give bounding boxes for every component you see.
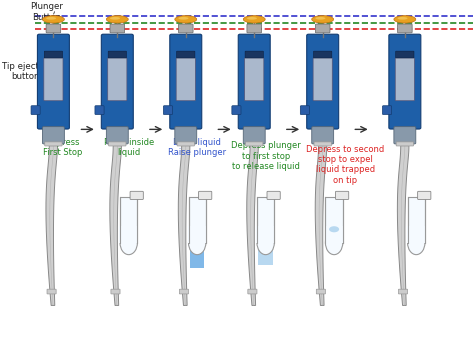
Ellipse shape <box>120 231 137 255</box>
FancyBboxPatch shape <box>95 106 104 115</box>
Text: Draw liquid
Raise plunger: Draw liquid Raise plunger <box>168 138 226 157</box>
FancyBboxPatch shape <box>238 34 270 129</box>
FancyBboxPatch shape <box>106 127 128 144</box>
FancyBboxPatch shape <box>245 51 264 58</box>
Ellipse shape <box>408 231 425 255</box>
Polygon shape <box>190 199 204 268</box>
Polygon shape <box>397 146 409 305</box>
FancyBboxPatch shape <box>188 226 207 243</box>
FancyBboxPatch shape <box>398 24 412 33</box>
Text: Plunger
Button: Plunger Button <box>30 2 63 22</box>
Text: Depress to second
stop to expel
liquid trapped
on tip: Depress to second stop to expel liquid t… <box>306 144 384 185</box>
FancyBboxPatch shape <box>199 191 212 200</box>
Ellipse shape <box>110 17 120 20</box>
FancyBboxPatch shape <box>119 226 138 243</box>
FancyBboxPatch shape <box>336 191 349 200</box>
FancyBboxPatch shape <box>31 106 40 115</box>
FancyBboxPatch shape <box>108 58 127 101</box>
FancyBboxPatch shape <box>130 191 143 200</box>
Text: Depress
First Stop: Depress First Stop <box>43 138 82 157</box>
FancyBboxPatch shape <box>418 191 431 200</box>
FancyBboxPatch shape <box>399 289 408 294</box>
Text: Depress plunger
to first stop
to release liquid: Depress plunger to first stop to release… <box>231 141 301 171</box>
FancyBboxPatch shape <box>46 24 61 33</box>
FancyBboxPatch shape <box>315 24 330 33</box>
FancyBboxPatch shape <box>325 226 344 243</box>
FancyBboxPatch shape <box>407 226 426 243</box>
FancyBboxPatch shape <box>44 51 63 58</box>
FancyBboxPatch shape <box>267 191 280 200</box>
Polygon shape <box>247 146 258 305</box>
Ellipse shape <box>189 231 206 255</box>
FancyBboxPatch shape <box>109 142 126 146</box>
Text: Place inside
liquid: Place inside liquid <box>104 138 154 157</box>
FancyBboxPatch shape <box>396 142 413 146</box>
Polygon shape <box>46 146 57 305</box>
FancyBboxPatch shape <box>389 34 421 129</box>
Ellipse shape <box>43 16 64 23</box>
FancyBboxPatch shape <box>108 51 127 58</box>
FancyBboxPatch shape <box>37 34 69 129</box>
FancyBboxPatch shape <box>383 106 392 115</box>
FancyBboxPatch shape <box>408 197 425 243</box>
Polygon shape <box>178 146 190 305</box>
FancyBboxPatch shape <box>189 197 206 243</box>
FancyBboxPatch shape <box>44 58 63 101</box>
FancyBboxPatch shape <box>177 51 195 58</box>
FancyBboxPatch shape <box>394 127 416 144</box>
Ellipse shape <box>315 17 326 20</box>
Ellipse shape <box>243 16 265 23</box>
Ellipse shape <box>247 17 257 20</box>
Text: Tip ejector
button: Tip ejector button <box>2 62 48 81</box>
FancyBboxPatch shape <box>43 127 64 144</box>
FancyBboxPatch shape <box>396 51 414 58</box>
FancyBboxPatch shape <box>312 127 334 144</box>
Polygon shape <box>110 146 121 305</box>
FancyBboxPatch shape <box>247 24 262 33</box>
FancyBboxPatch shape <box>314 51 332 58</box>
FancyBboxPatch shape <box>179 24 193 33</box>
Ellipse shape <box>398 17 408 20</box>
Ellipse shape <box>394 16 416 23</box>
FancyBboxPatch shape <box>256 226 275 243</box>
FancyBboxPatch shape <box>164 106 173 115</box>
FancyBboxPatch shape <box>179 289 189 294</box>
FancyBboxPatch shape <box>395 58 414 101</box>
Polygon shape <box>315 146 327 305</box>
FancyBboxPatch shape <box>101 34 133 129</box>
FancyBboxPatch shape <box>243 127 265 144</box>
FancyBboxPatch shape <box>120 197 137 243</box>
Ellipse shape <box>312 16 334 23</box>
Ellipse shape <box>326 231 343 255</box>
Ellipse shape <box>175 16 197 23</box>
FancyBboxPatch shape <box>175 127 197 144</box>
Ellipse shape <box>179 17 189 20</box>
FancyBboxPatch shape <box>307 34 338 129</box>
FancyBboxPatch shape <box>257 197 274 243</box>
Polygon shape <box>258 241 273 265</box>
Ellipse shape <box>46 17 56 20</box>
FancyBboxPatch shape <box>246 142 263 146</box>
FancyBboxPatch shape <box>177 142 194 146</box>
FancyBboxPatch shape <box>176 58 195 101</box>
Ellipse shape <box>329 226 339 232</box>
Ellipse shape <box>106 16 128 23</box>
FancyBboxPatch shape <box>313 58 332 101</box>
FancyBboxPatch shape <box>232 106 241 115</box>
Ellipse shape <box>257 231 274 255</box>
FancyBboxPatch shape <box>47 289 56 294</box>
FancyBboxPatch shape <box>316 289 326 294</box>
FancyBboxPatch shape <box>170 34 202 129</box>
FancyBboxPatch shape <box>110 24 125 33</box>
FancyBboxPatch shape <box>111 289 120 294</box>
FancyBboxPatch shape <box>245 58 264 101</box>
FancyBboxPatch shape <box>248 289 257 294</box>
FancyBboxPatch shape <box>326 197 343 243</box>
FancyBboxPatch shape <box>314 142 331 146</box>
FancyBboxPatch shape <box>301 106 310 115</box>
FancyBboxPatch shape <box>45 142 62 146</box>
